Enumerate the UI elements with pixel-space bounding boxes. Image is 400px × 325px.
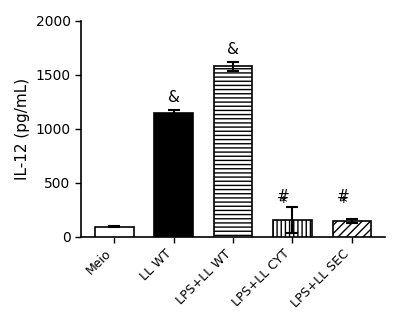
Text: #: # bbox=[277, 189, 290, 204]
Bar bbox=[95, 227, 134, 237]
Bar bbox=[154, 113, 193, 237]
Bar bbox=[273, 220, 312, 237]
Text: *: * bbox=[280, 196, 287, 211]
Text: *: * bbox=[339, 196, 347, 211]
Text: &: & bbox=[168, 90, 180, 105]
Bar bbox=[332, 221, 371, 237]
Text: &: & bbox=[227, 42, 239, 57]
Y-axis label: IL-12 (pg/mL): IL-12 (pg/mL) bbox=[15, 78, 30, 180]
Text: #: # bbox=[336, 189, 349, 204]
Bar bbox=[214, 67, 252, 237]
